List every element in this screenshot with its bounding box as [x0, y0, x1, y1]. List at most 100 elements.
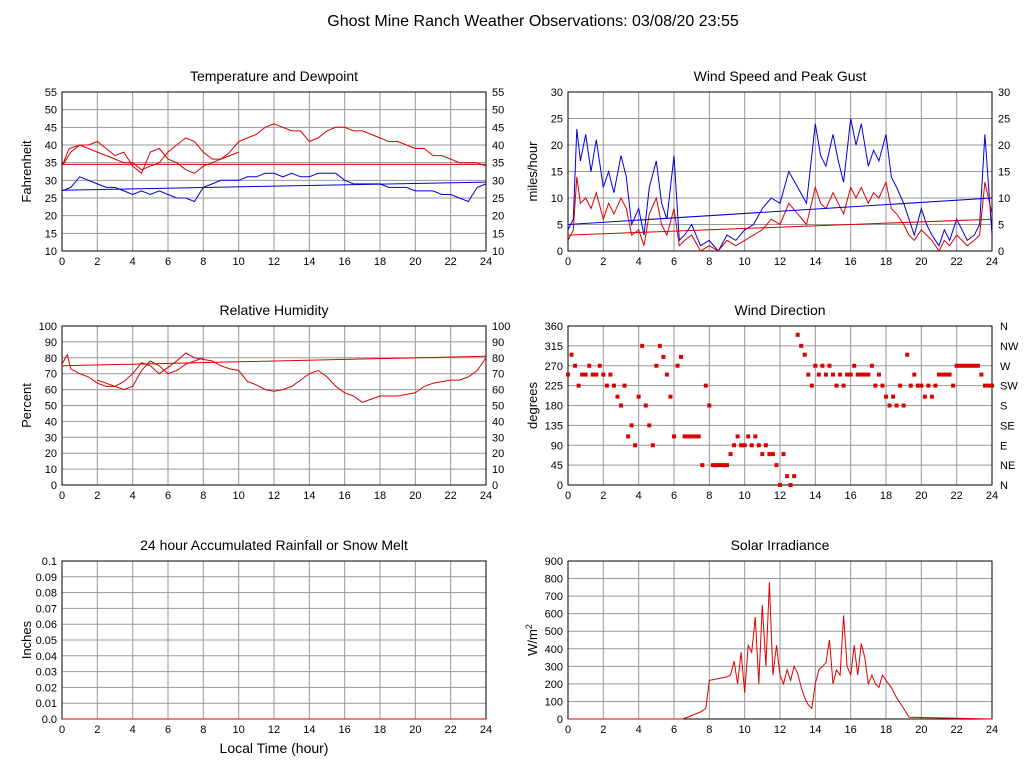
- y-tick-label-right: 55: [492, 87, 504, 99]
- series-line-irradiance: [568, 582, 992, 720]
- chart-title: Wind Speed and Peak Gust: [694, 68, 867, 84]
- data-point: [732, 443, 737, 448]
- y-tick-label: 45: [551, 460, 563, 472]
- data-point: [954, 363, 959, 368]
- data-point: [823, 372, 828, 377]
- series-line-dewpoint-trend: [62, 181, 486, 191]
- y-tick-label-right: 60: [492, 385, 504, 397]
- y-tick-label: 500: [545, 626, 563, 638]
- x-tick-label: 20: [409, 256, 421, 268]
- data-point: [654, 363, 659, 368]
- y-tick-label: 5: [557, 220, 563, 232]
- x-tick-label: 0: [59, 256, 65, 268]
- y-tick-label: 30: [551, 87, 563, 99]
- data-point: [760, 452, 765, 457]
- series-line-wind-speed: [568, 176, 992, 252]
- compass-label: N: [1000, 480, 1008, 492]
- y-tick-label-right: 20: [492, 211, 504, 223]
- data-point: [905, 352, 910, 357]
- x-tick-label: 18: [880, 256, 892, 268]
- x-tick-label: 6: [671, 490, 677, 502]
- data-point: [816, 372, 821, 377]
- y-axis-label: Percent: [19, 383, 34, 428]
- y-tick-label: 45: [45, 122, 57, 134]
- y-tick-label: 60: [45, 385, 57, 397]
- x-tick-label: 4: [636, 724, 642, 736]
- y-tick-label-right: 10: [492, 464, 504, 476]
- data-point: [901, 403, 906, 408]
- x-tick-label: 16: [339, 490, 351, 502]
- x-tick-label: 14: [303, 256, 315, 268]
- data-point: [693, 434, 698, 439]
- x-tick-label: 18: [880, 490, 892, 502]
- y-tick-label: 0.03: [36, 667, 57, 679]
- y-tick-label: 300: [545, 661, 563, 673]
- data-point: [566, 372, 570, 377]
- data-point: [951, 383, 956, 388]
- data-point: [965, 363, 970, 368]
- x-tick-label: 20: [915, 724, 927, 736]
- data-point: [580, 372, 585, 377]
- y-tick-label-right: 100: [492, 321, 510, 333]
- data-point: [792, 474, 797, 479]
- y-tick-label: 25: [45, 193, 57, 205]
- data-point: [802, 352, 807, 357]
- y-axis-label: Fahrenheit: [19, 140, 34, 203]
- y-axis-label-text: W/m: [525, 629, 540, 656]
- x-tick-label: 24: [480, 724, 492, 736]
- y-tick-label: 135: [545, 420, 563, 432]
- data-point: [657, 343, 662, 348]
- y-tick-label-right: 30: [998, 87, 1010, 99]
- y-tick-label-right: 80: [492, 353, 504, 365]
- plot-frame: [567, 560, 993, 720]
- data-point: [643, 403, 648, 408]
- x-tick-label: 8: [200, 724, 206, 736]
- y-tick-label-right: 30: [492, 432, 504, 444]
- data-point: [898, 383, 903, 388]
- data-point: [583, 372, 588, 377]
- series-line-dewpoint: [62, 172, 486, 203]
- data-point: [739, 443, 744, 448]
- series-line-speed-trend: [568, 218, 992, 236]
- data-point: [788, 483, 793, 487]
- data-point: [795, 332, 800, 337]
- x-tick-label: 18: [880, 724, 892, 736]
- chart-title: 24 hour Accumulated Rainfall or Snow Mel…: [140, 537, 408, 553]
- data-point: [884, 394, 888, 399]
- y-tick-label: 0.06: [36, 619, 57, 631]
- y-tick-label: 0.01: [36, 698, 57, 710]
- data-point: [975, 363, 980, 368]
- y-tick-label: 50: [45, 401, 57, 413]
- y-tick-label-right: 50: [492, 401, 504, 413]
- y-tick-label: 0.0: [42, 714, 57, 726]
- data-point: [781, 452, 786, 457]
- y-tick-label: 360: [545, 321, 563, 333]
- y-tick-label-right: 0: [998, 246, 1004, 258]
- compass-label: N: [1000, 321, 1008, 333]
- x-tick-label: 24: [986, 490, 998, 502]
- page-title: Ghost Mine Ranch Weather Observations: 0…: [327, 13, 739, 30]
- data-point: [774, 463, 779, 468]
- data-point: [767, 452, 772, 457]
- data-point: [626, 434, 631, 439]
- x-tick-label: 10: [233, 256, 245, 268]
- y-tick-label-right: 40: [492, 140, 504, 152]
- data-point: [611, 383, 616, 388]
- x-tick-label: 10: [233, 490, 245, 502]
- data-point: [597, 363, 602, 368]
- data-point: [753, 434, 758, 439]
- x-tick-label: 10: [233, 724, 245, 736]
- data-point: [717, 463, 722, 468]
- x-tick-label: 4: [130, 724, 136, 736]
- y-tick-label: 35: [45, 158, 57, 170]
- data-point: [650, 443, 655, 448]
- y-tick-label-right: 15: [492, 228, 504, 240]
- data-point: [834, 383, 839, 388]
- data-point: [604, 383, 609, 388]
- data-point: [608, 372, 613, 377]
- data-point: [933, 383, 938, 388]
- x-tick-label: 16: [845, 490, 857, 502]
- data-point: [668, 394, 673, 399]
- y-tick-label-right: 25: [492, 193, 504, 205]
- y-tick-label: 0.08: [36, 588, 57, 600]
